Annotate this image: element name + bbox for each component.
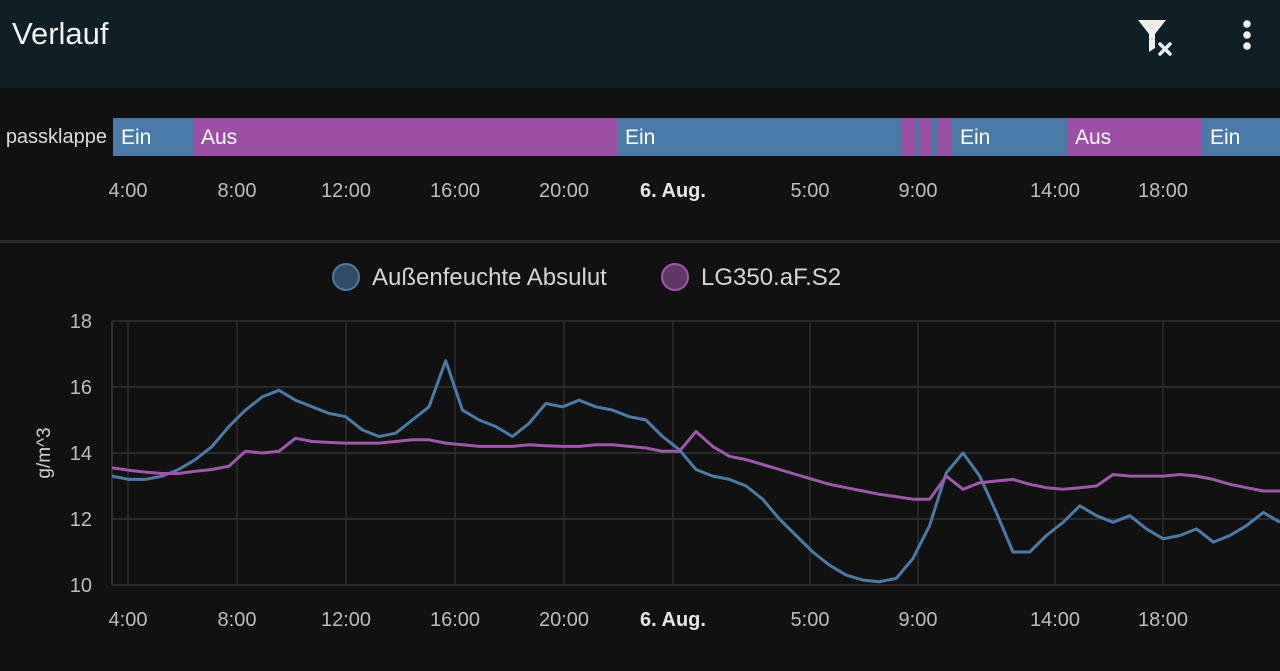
x-tick-label: 6. Aug. <box>640 609 706 631</box>
filter-remove-icon[interactable] <box>1130 14 1182 66</box>
humidity-chart: Außenfeuchte Absulut LG350.aF.S2 10 12 14 16… <box>0 243 1280 666</box>
y-tick-label: 12 <box>70 509 92 531</box>
y-tick-label: 10 <box>70 575 92 597</box>
x-tick-label: 12:00 <box>321 609 371 631</box>
x-tick-label: 20:00 <box>539 609 589 631</box>
timeline-segment-label: Aus <box>1075 126 1111 149</box>
timeline-segment[interactable] <box>916 118 919 156</box>
timeline-segment[interactable] <box>931 118 938 156</box>
timeline-segment[interactable] <box>1067 118 1202 156</box>
y-tick-label: 14 <box>70 443 92 465</box>
x-tick-label: 9:00 <box>899 609 938 631</box>
timeline-segment[interactable] <box>919 118 931 156</box>
y-tick-label: 18 <box>70 311 92 333</box>
timeline-tick-label: 9:00 <box>899 180 938 202</box>
timeline-segment-label: Ein <box>121 126 151 149</box>
legend-marker[interactable] <box>661 263 689 291</box>
timeline-tick-label: 4:00 <box>109 180 148 202</box>
legend-label[interactable]: LG350.aF.S2 <box>701 264 841 291</box>
timeline-segment-label: Ein <box>625 126 655 149</box>
x-tick-label: 16:00 <box>430 609 480 631</box>
timeline-tick-label: 5:00 <box>791 180 830 202</box>
timeline-tick-label: 8:00 <box>218 180 257 202</box>
timeline-segment-label: Aus <box>201 126 237 149</box>
y-tick-label: 16 <box>70 377 92 399</box>
timeline-tick-label: 6. Aug. <box>640 180 706 202</box>
timeline-segment-label: Ein <box>960 126 990 149</box>
x-tick-label: 14:00 <box>1030 609 1080 631</box>
timeline-segment[interactable] <box>617 118 902 156</box>
section-divider <box>0 240 1280 243</box>
timeline-tick-label: 18:00 <box>1138 180 1188 202</box>
dots-vertical-icon[interactable] <box>1226 14 1268 66</box>
app-bar: Verlauf <box>0 0 1280 88</box>
timeline-tick-label: 16:00 <box>430 180 480 202</box>
legend-label[interactable]: Außenfeuchte Absulut <box>372 264 607 291</box>
timeline-tick-label: 14:00 <box>1030 180 1080 202</box>
timeline-segment-label: Ein <box>1210 126 1240 149</box>
timeline-tick-label: 20:00 <box>539 180 589 202</box>
state-timeline: passklappe Ein Aus Ein Ein Aus Ein 4:00 8:00 12… <box>0 88 1280 240</box>
timeline-segment[interactable] <box>952 118 1067 156</box>
timeline-svg: passklappe Ein Aus Ein Ein Aus Ein 4:00 8:00 12… <box>6 118 1280 202</box>
chart-svg: Außenfeuchte Absulut LG350.aF.S2 10 12 14 16… <box>34 263 1280 631</box>
legend-marker[interactable] <box>332 263 360 291</box>
timeline-segment[interactable] <box>113 118 193 156</box>
x-tick-label: 5:00 <box>791 609 830 631</box>
timeline-segment[interactable] <box>938 118 952 156</box>
x-tick-label: 4:00 <box>109 609 148 631</box>
timeline-segment[interactable] <box>902 118 916 156</box>
y-axis-label: g/m^3 <box>34 427 55 478</box>
series-line[interactable] <box>111 430 1280 501</box>
timeline-entity-label: passklappe <box>6 126 107 148</box>
series-line[interactable] <box>111 359 1280 584</box>
x-tick-label: 8:00 <box>218 609 257 631</box>
timeline-tick-label: 12:00 <box>321 180 371 202</box>
page-title: Verlauf <box>12 16 109 51</box>
timeline-segment[interactable] <box>193 118 617 156</box>
timeline-segment[interactable] <box>1202 118 1280 156</box>
x-tick-label: 18:00 <box>1138 609 1188 631</box>
